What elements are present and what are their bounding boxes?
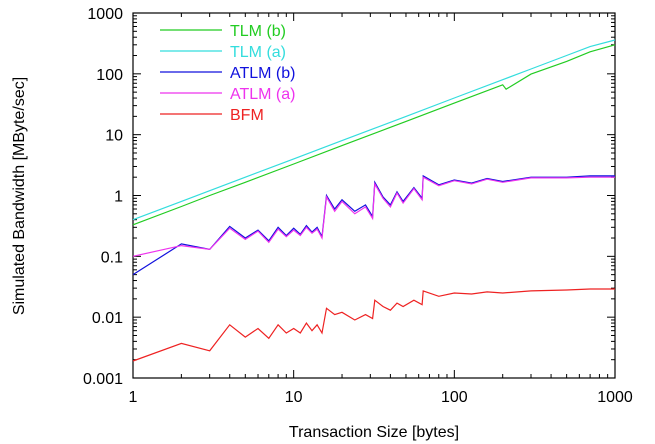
x-tick-label: 1000 [597, 389, 633, 406]
legend-label: TLM (b) [230, 23, 286, 40]
y-tick-label: 0.001 [83, 371, 123, 388]
x-tick-label: 10 [285, 389, 303, 406]
legend-label: ATLM (a) [230, 86, 295, 103]
series-line-tlm-a [132, 39, 616, 221]
legend: TLM (b) TLM (a) ATLM (b) ATLM (a) BFM [160, 23, 295, 124]
y-tick-label: 100 [96, 67, 123, 84]
series-line-atlm-b [132, 174, 615, 276]
legend-label: BFM [230, 107, 264, 124]
series-line-bfm [132, 288, 615, 362]
legend-label: TLM (a) [230, 44, 286, 61]
y-tick-label: 1 [114, 189, 123, 206]
x-axis-label: Transaction Size [bytes] [289, 424, 459, 441]
y-tick-label: 1000 [87, 6, 123, 23]
x-tick-label: 1 [129, 389, 138, 406]
x-tick-label: 100 [441, 389, 468, 406]
series-line-atlm-a [132, 176, 615, 257]
series-layer [132, 39, 616, 362]
y-tick-label: 10 [105, 128, 123, 145]
series-line-tlm-b [132, 44, 616, 226]
y-axis-label: Simulated Bandwidth [MByte/sec] [11, 77, 28, 315]
y-tick-label: 0.01 [92, 310, 123, 327]
axis-ticks: 1 10 100 1000 0.001 0.01 0.1 1 10 100 1000 [83, 6, 633, 406]
y-tick-label: 0.1 [101, 249, 123, 266]
legend-label: ATLM (b) [230, 65, 295, 82]
